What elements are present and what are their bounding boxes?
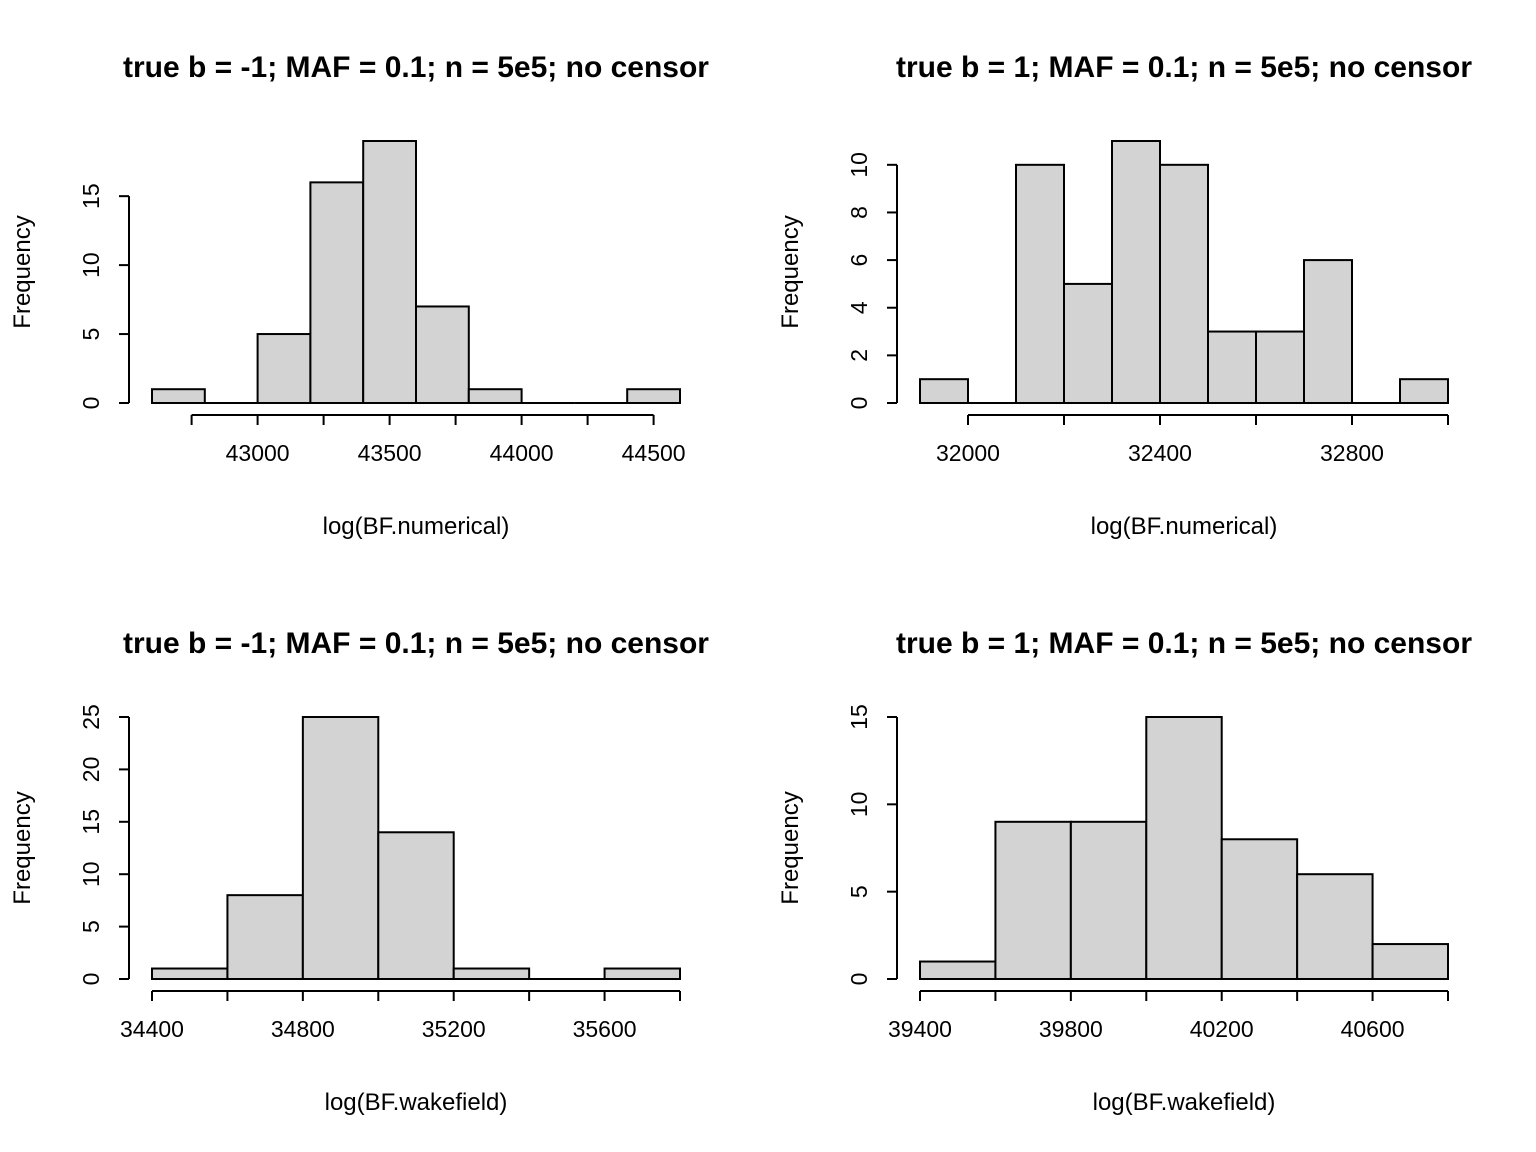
histogram-bar bbox=[919, 960, 997, 980]
x-tick-label: 39800 bbox=[1039, 1016, 1103, 1042]
y-tick-label: 10 bbox=[846, 792, 872, 818]
panel-title: true b = 1; MAF = 0.1; n = 5e5; no censo… bbox=[896, 627, 1472, 660]
x-tick-label: 34800 bbox=[271, 1016, 335, 1042]
histogram-bar bbox=[467, 388, 523, 405]
x-tick-label: 32800 bbox=[1320, 440, 1384, 466]
y-axis: 0 5 10 15 bbox=[846, 704, 898, 986]
x-tick-label: 32400 bbox=[1128, 440, 1192, 466]
histogram-bar bbox=[151, 967, 229, 981]
y-tick-label: 2 bbox=[846, 349, 872, 362]
y-axis: 0 5 10 15 bbox=[78, 183, 130, 410]
y-axis: 0 5 10 15 20 25 bbox=[78, 704, 130, 986]
histogram-panel-top-left: true b = -1; MAF = 0.1; n = 5e5; no cens… bbox=[9, 51, 709, 540]
histogram-bar bbox=[452, 967, 531, 981]
histogram-bar bbox=[1296, 873, 1374, 981]
panel-title: true b = -1; MAF = 0.1; n = 5e5; no cens… bbox=[123, 627, 709, 660]
y-tick-label: 15 bbox=[78, 183, 104, 209]
y-tick-label: 20 bbox=[78, 757, 104, 783]
y-axis: 0 2 4 6 8 10 bbox=[846, 152, 898, 410]
histogram-bar bbox=[309, 181, 365, 404]
histogram-bar bbox=[1220, 838, 1299, 980]
y-tick-label: 5 bbox=[846, 885, 872, 898]
histogram-panel-bottom-right: true b = 1; MAF = 0.1; n = 5e5; no censo… bbox=[777, 627, 1472, 1116]
histogram-bar bbox=[1159, 163, 1209, 404]
histogram-bar bbox=[1145, 716, 1223, 980]
histogram-bar bbox=[626, 388, 682, 405]
histogram-bar bbox=[377, 831, 455, 981]
histogram-bar bbox=[362, 140, 418, 404]
x-tick-label: 35200 bbox=[422, 1016, 486, 1042]
histogram-panel-top-right: true b = 1; MAF = 0.1; n = 5e5; no censo… bbox=[777, 51, 1472, 540]
y-tick-label: 15 bbox=[846, 704, 872, 730]
y-tick-label: 0 bbox=[846, 397, 872, 410]
histogram-bar bbox=[919, 378, 969, 405]
histogram-bar bbox=[1069, 820, 1148, 980]
y-axis-label: Frequency bbox=[777, 791, 804, 904]
bars-group bbox=[919, 716, 1449, 981]
x-tick-label: 44500 bbox=[622, 440, 686, 466]
bars-group bbox=[151, 140, 682, 405]
x-tick-label: 40600 bbox=[1341, 1016, 1405, 1042]
histogram-bar bbox=[415, 305, 470, 405]
histogram-bar bbox=[1111, 140, 1161, 404]
y-axis-label: Frequency bbox=[9, 215, 36, 328]
histogram-panel-bottom-left: true b = -1; MAF = 0.1; n = 5e5; no cens… bbox=[9, 627, 709, 1116]
histogram-bar bbox=[151, 388, 206, 405]
y-tick-label: 15 bbox=[78, 809, 104, 835]
histogram-bar bbox=[994, 820, 1072, 980]
histogram-bar bbox=[1255, 330, 1305, 404]
x-tick-label: 35600 bbox=[573, 1016, 637, 1042]
histogram-bar bbox=[1063, 282, 1113, 404]
x-tick-label: 43500 bbox=[358, 440, 422, 466]
histogram-bar bbox=[256, 333, 312, 405]
histogram-bar bbox=[301, 716, 380, 980]
bars-group bbox=[151, 716, 681, 981]
y-axis-label: Frequency bbox=[777, 215, 804, 328]
y-tick-label: 25 bbox=[78, 704, 104, 730]
x-axis: 34400 34800 35200 35600 bbox=[120, 990, 681, 1042]
panel-title: true b = -1; MAF = 0.1; n = 5e5; no cens… bbox=[123, 51, 709, 84]
y-tick-label: 4 bbox=[846, 301, 872, 314]
y-tick-label: 0 bbox=[846, 973, 872, 986]
y-tick-label: 10 bbox=[78, 252, 104, 278]
y-tick-label: 5 bbox=[78, 328, 104, 341]
histogram-bar bbox=[1207, 330, 1257, 404]
bars-group bbox=[919, 140, 1449, 405]
x-tick-label: 39400 bbox=[888, 1016, 952, 1042]
x-axis: 43000 43500 44000 44500 bbox=[190, 414, 686, 466]
x-tick-label: 40200 bbox=[1190, 1016, 1254, 1042]
y-tick-label: 0 bbox=[78, 973, 104, 986]
histogram-bar bbox=[226, 894, 304, 980]
x-tick-label: 44000 bbox=[490, 440, 554, 466]
x-axis-label: log(BF.numerical) bbox=[1091, 513, 1278, 540]
histogram-bar bbox=[1015, 163, 1065, 404]
histogram-bar bbox=[1303, 259, 1353, 404]
x-axis: 32000 32400 32800 bbox=[936, 414, 1449, 466]
panel-title: true b = 1; MAF = 0.1; n = 5e5; no censo… bbox=[896, 51, 1472, 84]
y-tick-label: 6 bbox=[846, 254, 872, 267]
y-tick-label: 10 bbox=[846, 152, 872, 178]
x-tick-label: 34400 bbox=[120, 1016, 184, 1042]
x-tick-label: 32000 bbox=[936, 440, 1000, 466]
x-axis-label: log(BF.wakefield) bbox=[1093, 1089, 1276, 1116]
y-tick-label: 0 bbox=[78, 397, 104, 410]
y-tick-label: 10 bbox=[78, 861, 104, 887]
histogram-bar bbox=[603, 967, 681, 981]
x-axis-label: log(BF.numerical) bbox=[323, 513, 510, 540]
histogram-bar bbox=[1371, 943, 1449, 980]
y-tick-label: 8 bbox=[846, 206, 872, 219]
y-axis-label: Frequency bbox=[9, 791, 36, 904]
x-axis-label: log(BF.wakefield) bbox=[325, 1089, 508, 1116]
x-tick-label: 43000 bbox=[226, 440, 290, 466]
histogram-bar bbox=[1399, 378, 1449, 405]
y-tick-label: 5 bbox=[78, 920, 104, 933]
x-axis: 39400 39800 40200 40600 bbox=[888, 990, 1449, 1042]
